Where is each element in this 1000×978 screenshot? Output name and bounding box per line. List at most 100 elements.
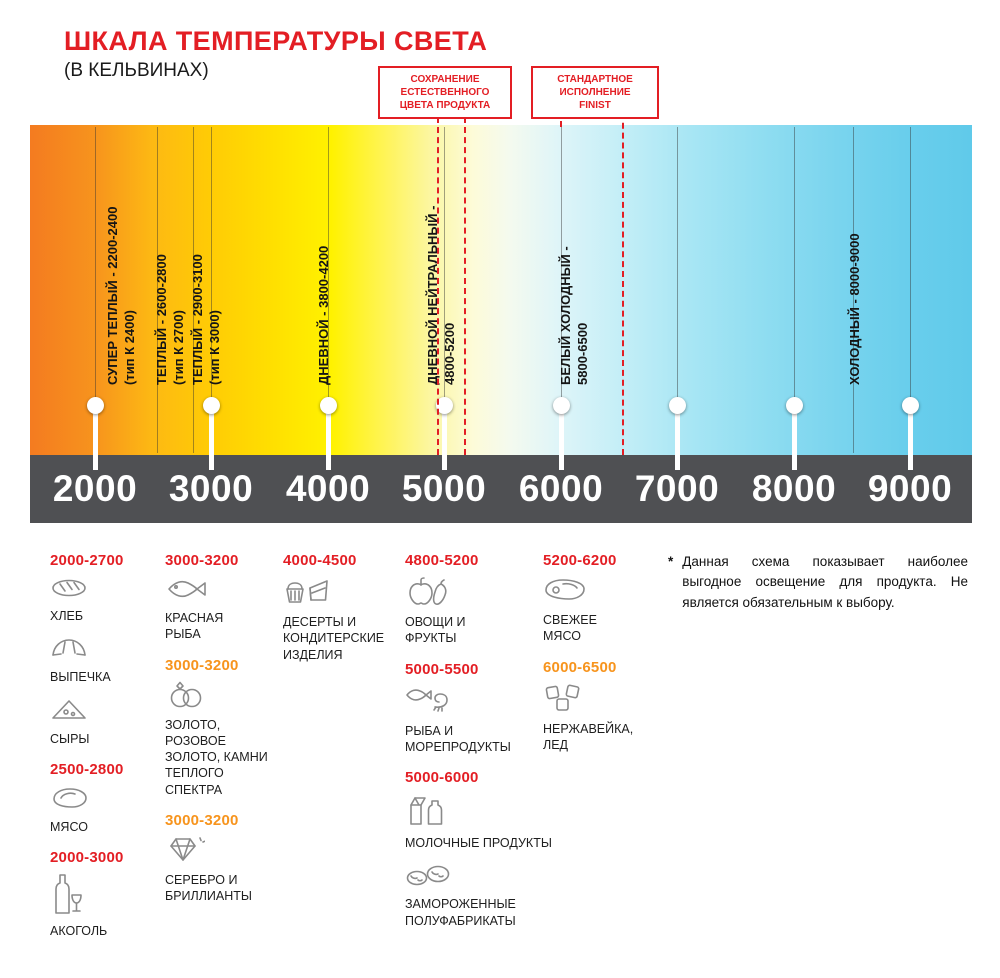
marker-stem <box>208 412 214 470</box>
callout-standard-finist: СТАНДАРТНОЕ ИСПОЛНЕНИЕ FINIST <box>531 66 659 119</box>
range-label: 2000-2700 <box>50 552 124 569</box>
tick-label-4000: 4000 <box>285 468 371 509</box>
rings-icon <box>165 681 275 714</box>
list-item: РЫБА И МОРЕПРОДУКТЫ <box>405 685 570 756</box>
tick-line <box>211 127 212 405</box>
legend-group: 6000-6500 НЕРЖАВЕЙКА, ЛЕД <box>543 659 658 754</box>
list-item: ХЛЕБ <box>50 576 158 624</box>
list-item: ЗАМОРОЖЕННЫЕ ПОЛУФАБРИКАТЫ <box>405 862 570 929</box>
item-label: ДЕСЕРТЫ И КОНДИТЕРСКИЕ ИЗДЕЛИЯ <box>283 615 385 662</box>
item-label: ХЛЕБ <box>50 609 84 623</box>
item-label: РЫБА И МОРЕПРОДУКТЫ <box>405 723 511 754</box>
marker-dot <box>668 397 686 414</box>
cheese-icon <box>50 697 158 728</box>
item-label: НЕРЖАВЕЙКА, ЛЕД <box>543 721 634 752</box>
item-label: АКОГОЛЬ <box>50 924 108 938</box>
item-label: СЫРЫ <box>50 731 90 746</box>
marker-stem <box>907 412 913 470</box>
tick-line <box>328 127 329 405</box>
marker-stem <box>558 412 564 470</box>
list-item: СВЕЖЕЕ МЯСО <box>543 576 658 645</box>
range-label: 5200-6200 <box>543 552 617 569</box>
tick-line <box>444 127 445 405</box>
legend-column-5: 5200-6200 СВЕЖЕЕ МЯСО 6000-6500 НЕРЖАВЕЙ… <box>543 552 658 767</box>
list-item: ОВОЩИ И ФРУКТЫ <box>405 576 570 647</box>
legend-column-3: 4000-4500 ДЕСЕРТЫ И КОНДИТЕРСКИЕ ИЗДЕЛИЯ <box>283 552 401 677</box>
marker-stem <box>441 412 447 470</box>
tick-label-5000: 5000 <box>401 468 487 509</box>
tick-line <box>561 127 562 405</box>
zone-label-daylight: ДНЕВНОЙ - 3800-4200 <box>316 245 331 385</box>
legend-group: 3000-3200 СЕРЕБРО И БРИЛЛИАНТЫ <box>165 812 275 905</box>
tick-label-6000: 6000 <box>518 468 604 509</box>
frozen-icon <box>405 862 570 893</box>
list-item: АКОГОЛЬ <box>50 873 158 939</box>
legend-group: 5000-5500 РЫБА И МОРЕПРОДУКТЫ <box>405 661 570 756</box>
list-item: МОЛОЧНЫЕ ПРОДУКТЫ <box>405 793 570 851</box>
zone-label-warm-3000: ТЕПЛЫЙ - 2900-3100 (тип К 3000) <box>190 254 222 385</box>
croissant-icon <box>50 635 158 666</box>
tick-line <box>677 127 678 405</box>
range-label: 5000-5500 <box>405 660 479 678</box>
marker-stem <box>674 412 680 470</box>
legend-group: 4800-5200 ОВОЩИ И ФРУКТЫ <box>405 552 570 647</box>
fish-icon <box>165 576 275 607</box>
zone-label-day-neutral: ДНЕВНОЙ НЕЙТРАЛЬНЫЙ - 4800-5200 <box>425 205 457 385</box>
zone-label-super-warm: СУПЕР ТЕПЛЫЙ - 2200-2400 (тип К 2400) <box>105 206 137 385</box>
ice-icon <box>543 683 658 718</box>
legend-column-1: 2000-2700 ХЛЕБ ВЫПЕЧКА СЫРЫ 250 <box>50 552 158 953</box>
legend-column-2: 3000-3200 КРАСНАЯ РЫБА 3000-3200 ЗОЛОТО,… <box>165 552 275 918</box>
item-label: ОВОЩИ И ФРУКТЫ <box>405 615 466 646</box>
item-label: МЯСО <box>50 819 88 834</box>
range-label: 3000-3200 <box>165 552 239 569</box>
marker-dot <box>785 397 803 414</box>
zone-line <box>193 127 194 453</box>
dairy-icon <box>405 793 570 832</box>
marker-stem <box>325 412 331 470</box>
kelvin-axis-bar <box>30 455 972 523</box>
item-label: МОЛОЧНЫЕ ПРОДУКТЫ <box>405 836 552 850</box>
tick-label-9000: 9000 <box>867 468 953 509</box>
range-label: 6000-6500 <box>543 658 617 676</box>
vegetables-icon <box>405 576 570 611</box>
desserts-icon <box>283 576 401 611</box>
legend-group: 2000-2700 ХЛЕБ ВЫПЕЧКА СЫРЫ <box>50 552 158 747</box>
range-label: 4000-4500 <box>283 552 357 569</box>
tick-label-3000: 3000 <box>168 468 254 509</box>
dashed-line-natural-right <box>464 117 466 455</box>
marker-dot <box>202 397 220 414</box>
list-item: МЯСО <box>50 785 158 835</box>
legend-group: 3000-3200 ЗОЛОТО, РОЗОВОЕ ЗОЛОТО, КАМНИ … <box>165 657 275 798</box>
item-label: СВЕЖЕЕ МЯСО <box>543 613 597 644</box>
diamond-icon <box>165 836 275 869</box>
footnote: * Данная схема показывает наиболее выгод… <box>668 552 968 613</box>
marker-stem <box>92 412 98 470</box>
list-item: ЗОЛОТО, РОЗОВОЕ ЗОЛОТО, КАМНИ ТЕПЛОГО СП… <box>165 681 275 798</box>
item-label: ВЫПЕЧКА <box>50 670 111 685</box>
tick-line <box>95 127 96 405</box>
item-label: КРАСНАЯ РЫБА <box>165 611 224 642</box>
range-label: 3000-3200 <box>165 811 239 829</box>
tick-label-7000: 7000 <box>634 468 720 509</box>
dashed-line-natural-left <box>437 117 439 455</box>
zone-label-cold: ХОЛОДНЫЙ - 8000-9000 <box>847 233 862 385</box>
list-item: СЕРЕБРО И БРИЛЛИАНТЫ <box>165 836 275 905</box>
marker-dot <box>552 397 570 414</box>
marker-dot <box>435 397 453 414</box>
item-label: СЕРЕБРО И БРИЛЛИАНТЫ <box>165 872 252 903</box>
marker-dot <box>901 397 919 414</box>
legend-group: 5000-6000 МОЛОЧНЫЕ ПРОДУКТЫ ЗАМОРОЖЕННЫЕ… <box>405 769 570 929</box>
legend-group: 2000-3000 АКОГОЛЬ <box>50 849 158 939</box>
legend-group: 4000-4500 ДЕСЕРТЫ И КОНДИТЕРСКИЕ ИЗДЕЛИЯ <box>283 552 401 663</box>
list-item: НЕРЖАВЕЙКА, ЛЕД <box>543 683 658 754</box>
zone-line <box>853 127 854 453</box>
legend-column-4: 4800-5200 ОВОЩИ И ФРУКТЫ 5000-5500 РЫБА … <box>405 552 570 943</box>
fresh-meat-icon <box>543 576 658 609</box>
list-item: СЫРЫ <box>50 697 158 747</box>
tick-label-8000: 8000 <box>751 468 837 509</box>
footnote-asterisk: * <box>668 554 674 569</box>
tick-line <box>794 127 795 405</box>
range-label: 4800-5200 <box>405 552 479 569</box>
marker-dot <box>319 397 337 414</box>
